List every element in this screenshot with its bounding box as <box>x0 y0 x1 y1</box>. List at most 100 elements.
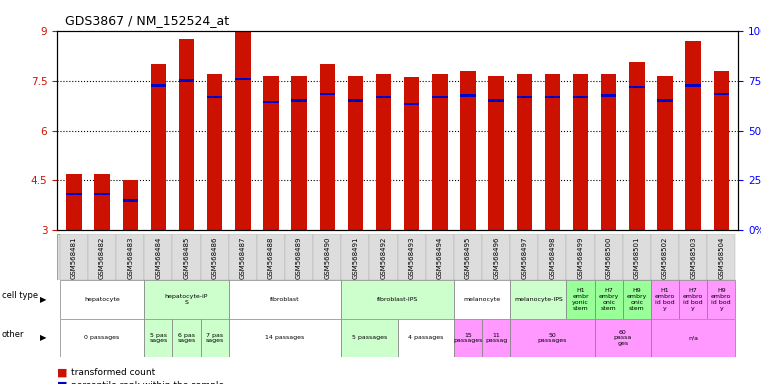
Text: GSM568486: GSM568486 <box>212 237 218 279</box>
Text: GSM568497: GSM568497 <box>521 237 527 279</box>
Text: ■: ■ <box>57 367 68 377</box>
Bar <box>454 319 482 357</box>
Bar <box>342 319 397 357</box>
Bar <box>320 93 335 95</box>
Bar <box>679 234 707 280</box>
Bar <box>257 234 285 280</box>
Bar <box>60 280 145 319</box>
Text: 60
passa
ges: 60 passa ges <box>613 329 632 346</box>
Bar <box>566 234 594 280</box>
Bar <box>566 280 594 319</box>
Text: 14 passages: 14 passages <box>266 335 304 341</box>
Bar <box>263 76 279 230</box>
Bar <box>348 76 363 230</box>
Bar <box>207 96 222 98</box>
Bar <box>179 79 194 82</box>
Bar <box>229 280 342 319</box>
Bar <box>376 74 391 230</box>
Bar <box>376 96 391 98</box>
Bar <box>432 96 447 98</box>
Bar <box>66 193 81 195</box>
Bar <box>454 234 482 280</box>
Text: hepatocyte-iP
S: hepatocyte-iP S <box>165 294 209 305</box>
Bar <box>622 234 651 280</box>
Bar <box>517 74 532 230</box>
Bar <box>151 84 166 87</box>
Bar <box>145 234 173 280</box>
Bar <box>404 77 419 230</box>
Text: H9
embro
id bod
y: H9 embro id bod y <box>711 288 731 311</box>
Bar <box>94 193 110 195</box>
Bar <box>686 41 701 230</box>
Text: GSM568482: GSM568482 <box>99 237 105 279</box>
Text: GSM568483: GSM568483 <box>127 237 133 279</box>
Bar <box>116 234 145 280</box>
Bar <box>629 62 645 230</box>
Text: 5 pas
sages: 5 pas sages <box>149 333 167 343</box>
Text: ▶: ▶ <box>40 295 46 304</box>
Bar <box>229 234 257 280</box>
Bar <box>517 96 532 98</box>
Bar <box>314 234 342 280</box>
Text: ▶: ▶ <box>40 333 46 343</box>
Text: 11
passag: 11 passag <box>485 333 508 343</box>
Text: ■: ■ <box>57 381 68 384</box>
Bar <box>285 234 314 280</box>
Bar <box>173 234 201 280</box>
Text: cell type: cell type <box>2 291 37 300</box>
Bar <box>714 93 729 95</box>
Bar <box>651 234 679 280</box>
Text: GSM568489: GSM568489 <box>296 237 302 279</box>
Bar <box>658 99 673 102</box>
Text: GSM568495: GSM568495 <box>465 237 471 279</box>
Bar <box>235 78 250 80</box>
Text: H1
embro
id bod
y: H1 embro id bod y <box>654 288 675 311</box>
Text: GSM568492: GSM568492 <box>380 237 387 279</box>
Text: n/a: n/a <box>688 335 698 341</box>
Bar <box>594 319 651 357</box>
Text: GSM568484: GSM568484 <box>155 237 161 279</box>
Bar <box>707 280 735 319</box>
Bar <box>201 234 229 280</box>
Bar <box>229 319 342 357</box>
Bar <box>145 280 229 319</box>
Text: GSM568487: GSM568487 <box>240 237 246 279</box>
Text: GSM568491: GSM568491 <box>352 237 358 279</box>
Bar <box>60 319 145 357</box>
Text: GSM568496: GSM568496 <box>493 237 499 279</box>
Text: H7
embro
id bod
y: H7 embro id bod y <box>683 288 703 311</box>
Bar <box>235 31 250 230</box>
Bar <box>291 76 307 230</box>
Bar <box>370 234 397 280</box>
Bar <box>397 234 425 280</box>
Bar <box>545 96 560 98</box>
Text: H1
embr
yonic
stem: H1 embr yonic stem <box>572 288 589 311</box>
Text: GSM568504: GSM568504 <box>718 237 724 279</box>
Bar <box>348 99 363 102</box>
Bar <box>679 280 707 319</box>
Text: 4 passages: 4 passages <box>408 335 444 341</box>
Text: 6 pas
sages: 6 pas sages <box>177 333 196 343</box>
Bar <box>201 319 229 357</box>
Text: GSM568498: GSM568498 <box>549 237 556 279</box>
Bar <box>207 74 222 230</box>
Text: other: other <box>2 329 24 339</box>
Text: GDS3867 / NM_152524_at: GDS3867 / NM_152524_at <box>65 14 229 27</box>
Bar <box>432 74 447 230</box>
Bar <box>342 280 454 319</box>
Bar <box>594 234 622 280</box>
Bar <box>658 76 673 230</box>
Bar <box>629 86 645 88</box>
Bar <box>510 234 538 280</box>
Bar <box>60 234 88 280</box>
Bar <box>66 174 81 230</box>
Text: 50
passages: 50 passages <box>538 333 567 343</box>
Text: transformed count: transformed count <box>71 368 155 377</box>
Bar <box>594 280 622 319</box>
Text: GSM568499: GSM568499 <box>578 237 584 279</box>
Text: melanocyte-IPS: melanocyte-IPS <box>514 297 562 302</box>
Text: GSM568485: GSM568485 <box>183 237 189 279</box>
Bar <box>510 319 594 357</box>
Text: fibroblast-IPS: fibroblast-IPS <box>377 297 419 302</box>
Bar <box>538 234 566 280</box>
